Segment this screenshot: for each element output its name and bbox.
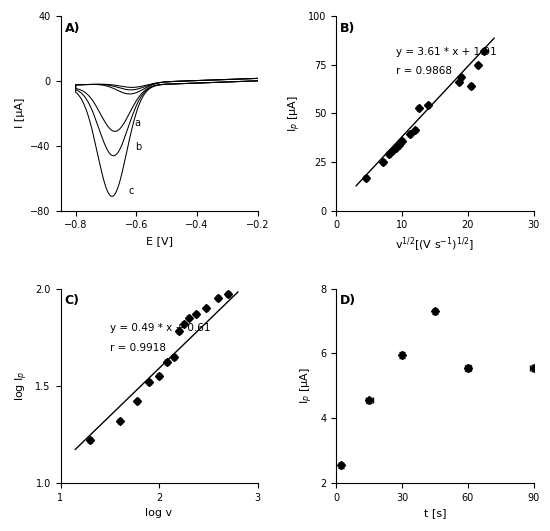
X-axis label: E [V]: E [V] — [146, 236, 173, 246]
X-axis label: v$^{1/2}$[(V s$^{-1}$)$^{1/2}$]: v$^{1/2}$[(V s$^{-1}$)$^{1/2}$] — [395, 236, 475, 254]
Y-axis label: I$_p$ [μA]: I$_p$ [μA] — [287, 95, 302, 132]
Text: y = 3.61 * x + 1.91: y = 3.61 * x + 1.91 — [395, 47, 496, 57]
Text: c: c — [129, 186, 134, 196]
Y-axis label: I$_p$ [μA]: I$_p$ [μA] — [299, 367, 315, 404]
Text: D): D) — [340, 294, 356, 307]
Text: a: a — [135, 118, 141, 128]
Text: B): B) — [340, 22, 356, 35]
X-axis label: t [s]: t [s] — [424, 509, 446, 518]
Text: A): A) — [64, 22, 80, 35]
Text: r = 0.9868: r = 0.9868 — [395, 66, 452, 76]
Y-axis label: I [μA]: I [μA] — [15, 98, 25, 129]
Y-axis label: log I$_p$: log I$_p$ — [13, 371, 30, 401]
Text: r = 0.9918: r = 0.9918 — [110, 343, 166, 353]
X-axis label: log v: log v — [146, 509, 173, 518]
Text: b: b — [135, 142, 141, 152]
Text: y = 0.49 * x + 0.61: y = 0.49 * x + 0.61 — [110, 323, 210, 333]
Text: C): C) — [64, 294, 79, 307]
